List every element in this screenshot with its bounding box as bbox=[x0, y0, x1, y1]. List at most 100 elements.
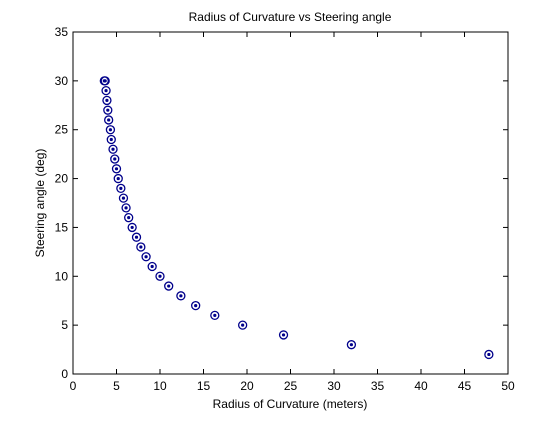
data-point-dot bbox=[194, 304, 198, 308]
data-point bbox=[105, 125, 116, 135]
data-point-ring bbox=[155, 271, 165, 281]
data-point bbox=[113, 173, 123, 184]
data-point-dot bbox=[106, 108, 110, 112]
y-tick-label: 15 bbox=[55, 220, 69, 234]
data-point bbox=[102, 95, 112, 106]
data-point bbox=[136, 242, 146, 252]
data-point-ring bbox=[210, 310, 220, 321]
data-point-dot bbox=[107, 118, 111, 122]
data-point bbox=[101, 85, 111, 96]
data-point bbox=[155, 271, 165, 281]
data-point bbox=[278, 330, 289, 340]
data-point bbox=[106, 134, 116, 145]
data-point-ring bbox=[131, 232, 142, 242]
data-point-ring bbox=[278, 330, 289, 340]
data-point-ring bbox=[111, 164, 122, 174]
data-point-ring bbox=[484, 349, 494, 360]
y-tick-label: 30 bbox=[55, 74, 69, 88]
data-point-ring bbox=[99, 76, 109, 86]
data-point bbox=[141, 252, 151, 262]
data-point bbox=[110, 154, 120, 164]
data-point-ring bbox=[103, 105, 113, 115]
data-point-dot bbox=[167, 284, 171, 288]
data-point-ring bbox=[191, 300, 201, 311]
data-point-dot bbox=[213, 313, 217, 317]
axis-ticks: 0 5 10 15 20 25 30 35 40 45 50 0 5 10 15 20 25 30 35 bbox=[55, 25, 515, 393]
y-tick-label: 35 bbox=[55, 25, 69, 39]
data-point-dot bbox=[241, 323, 245, 327]
data-point bbox=[116, 183, 126, 193]
data-point bbox=[99, 76, 109, 86]
data-point-dot bbox=[116, 176, 120, 181]
data-point-dot bbox=[108, 128, 113, 132]
x-tick-label: 35 bbox=[371, 379, 385, 393]
x-tick-label: 30 bbox=[327, 379, 341, 393]
data-point bbox=[111, 164, 122, 174]
data-point-ring bbox=[118, 193, 129, 203]
data-point-dot bbox=[105, 98, 109, 102]
data-point bbox=[164, 281, 174, 291]
data-point bbox=[484, 349, 494, 360]
data-point-dot bbox=[109, 137, 113, 142]
data-point-ring bbox=[237, 320, 248, 330]
x-tick-label: 5 bbox=[113, 379, 120, 393]
data-point-dot bbox=[134, 235, 139, 239]
data-point bbox=[121, 203, 131, 213]
y-tick-label: 25 bbox=[55, 123, 69, 137]
data-point bbox=[191, 300, 201, 311]
data-point-ring bbox=[346, 340, 357, 350]
data-point-dot bbox=[114, 167, 119, 171]
data-point-dot bbox=[104, 89, 108, 93]
chart-title: Radius of Curvature vs Steering angle bbox=[189, 10, 392, 24]
data-point-dot bbox=[111, 147, 115, 151]
data-point-ring bbox=[104, 115, 114, 125]
x-tick-label: 40 bbox=[414, 379, 428, 393]
x-tick-label: 20 bbox=[240, 379, 254, 393]
data-point bbox=[176, 291, 186, 301]
data-point-ring bbox=[108, 144, 118, 154]
data-point-dot bbox=[144, 255, 148, 259]
x-tick-label: 0 bbox=[70, 379, 77, 393]
data-point-ring bbox=[105, 125, 116, 135]
data-point bbox=[210, 310, 220, 321]
y-axis-title: Steering angle (deg) bbox=[33, 149, 47, 258]
data-point-dot bbox=[121, 196, 126, 200]
data-point bbox=[124, 213, 134, 223]
data-point-ring bbox=[124, 213, 134, 223]
data-point-dot bbox=[119, 186, 123, 190]
plot-area bbox=[72, 31, 509, 375]
data-point-ring bbox=[121, 203, 131, 213]
x-axis-title: Radius of Curvature (meters) bbox=[213, 397, 368, 411]
x-tick-label: 15 bbox=[197, 379, 211, 393]
data-point-dot bbox=[139, 245, 143, 249]
y-tick-label: 0 bbox=[61, 367, 68, 381]
data-point-ring bbox=[141, 252, 151, 262]
data-point-ring bbox=[164, 281, 174, 291]
data-point bbox=[104, 115, 114, 125]
data-point-dot bbox=[349, 343, 353, 347]
data-point bbox=[127, 222, 137, 233]
x-tick-label: 45 bbox=[458, 379, 472, 393]
data-point bbox=[108, 144, 118, 154]
data-point-ring bbox=[116, 183, 126, 193]
data-point-ring bbox=[127, 222, 137, 233]
data-point-ring bbox=[101, 85, 111, 96]
data-point-ring bbox=[113, 173, 123, 184]
data-point-dot bbox=[487, 352, 491, 357]
data-point-ring bbox=[136, 242, 146, 252]
data-point-dot bbox=[158, 274, 162, 278]
data-point bbox=[237, 320, 248, 330]
data-point-dot bbox=[179, 294, 183, 298]
data-point-dot bbox=[150, 264, 154, 269]
data-point bbox=[147, 261, 157, 272]
data-point bbox=[103, 105, 113, 115]
data-point-ring bbox=[106, 134, 116, 145]
data-point-dot bbox=[124, 206, 128, 210]
data-point-dot bbox=[127, 216, 131, 220]
data-point bbox=[118, 193, 129, 203]
data-points bbox=[99, 76, 494, 360]
data-point-ring bbox=[102, 95, 112, 106]
x-tick-label: 25 bbox=[284, 379, 298, 393]
x-tick-label: 10 bbox=[153, 379, 167, 393]
